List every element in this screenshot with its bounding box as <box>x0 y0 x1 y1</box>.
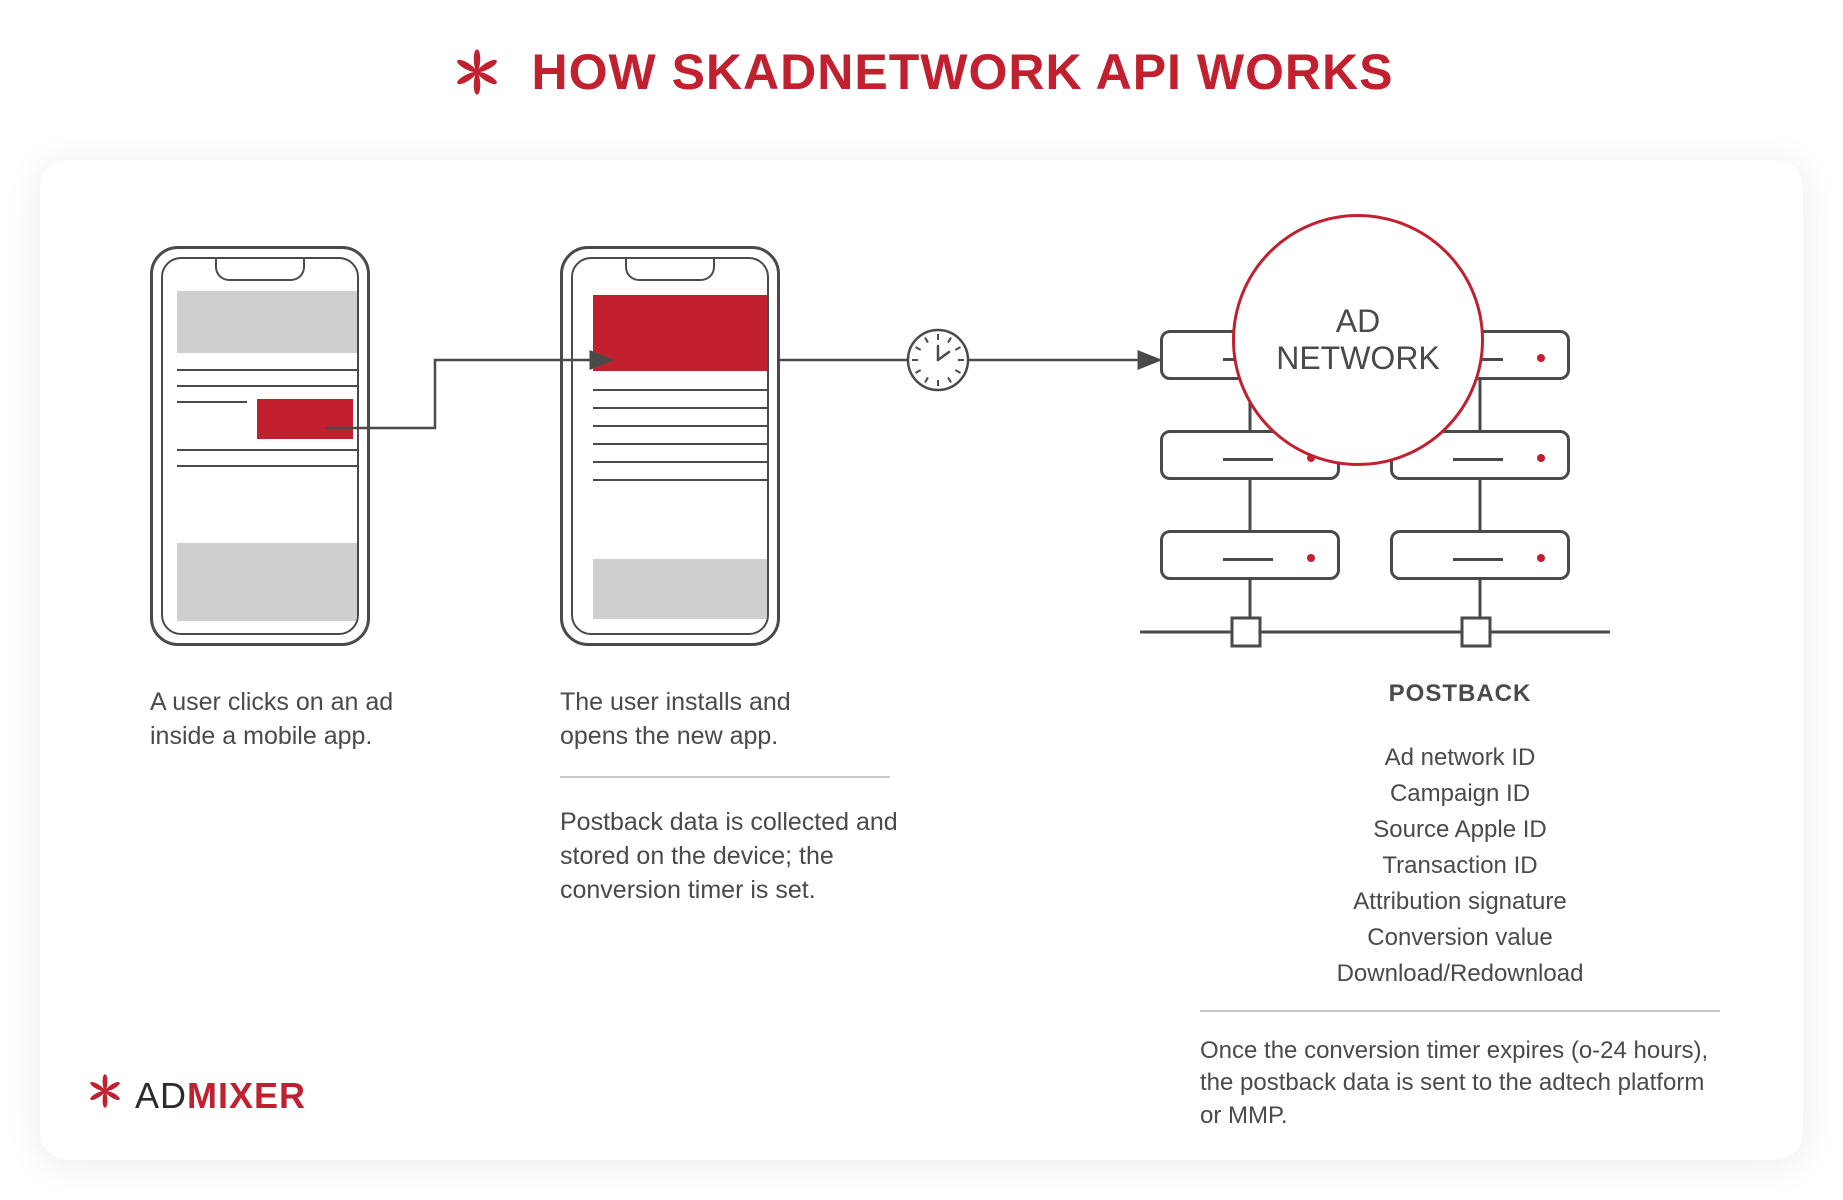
server-unit <box>1390 530 1570 580</box>
ad-network-label-2: NETWORK <box>1235 340 1481 377</box>
phone-source-app <box>150 246 370 646</box>
postback-footer: Once the conversion timer expires (o-24 … <box>1200 1035 1720 1132</box>
page-header: HOW SKADNETWORK API WORKS <box>0 45 1843 104</box>
phone1-caption: A user clicks on an ad inside a mobile a… <box>150 686 450 754</box>
phone-installed-app <box>560 246 780 646</box>
phone2-caption-1: The user installs and opens the new app. <box>560 686 860 754</box>
asterisk-icon <box>450 45 504 99</box>
postback-item: Ad network ID <box>1200 740 1720 776</box>
server-unit <box>1160 530 1340 580</box>
phone2-caption-2: Postback data is collected and stored on… <box>560 806 900 907</box>
ad-banner-small <box>257 399 353 439</box>
postback-list: Ad network IDCampaign IDSource Apple IDT… <box>1200 740 1720 992</box>
clock-icon <box>908 330 968 390</box>
ad-banner-large <box>593 295 769 371</box>
postback-item: Download/Redownload <box>1200 956 1720 992</box>
ad-network-label-1: AD <box>1235 303 1481 340</box>
asterisk-icon <box>85 1071 125 1120</box>
admixer-logo: ADMIXER <box>85 1071 306 1120</box>
brand-text: ADMIXER <box>135 1075 306 1117</box>
diagram-card: A user clicks on an ad inside a mobile a… <box>40 160 1803 1160</box>
page-title: HOW SKADNETWORK API WORKS <box>532 47 1394 97</box>
postback-item: Transaction ID <box>1200 848 1720 884</box>
postback-item: Campaign ID <box>1200 776 1720 812</box>
postback-item: Source Apple ID <box>1200 812 1720 848</box>
postback-item: Conversion value <box>1200 920 1720 956</box>
ad-network-node: AD NETWORK <box>1232 214 1484 466</box>
postback-title: POSTBACK <box>1200 680 1720 708</box>
postback-item: Attribution signature <box>1200 884 1720 920</box>
